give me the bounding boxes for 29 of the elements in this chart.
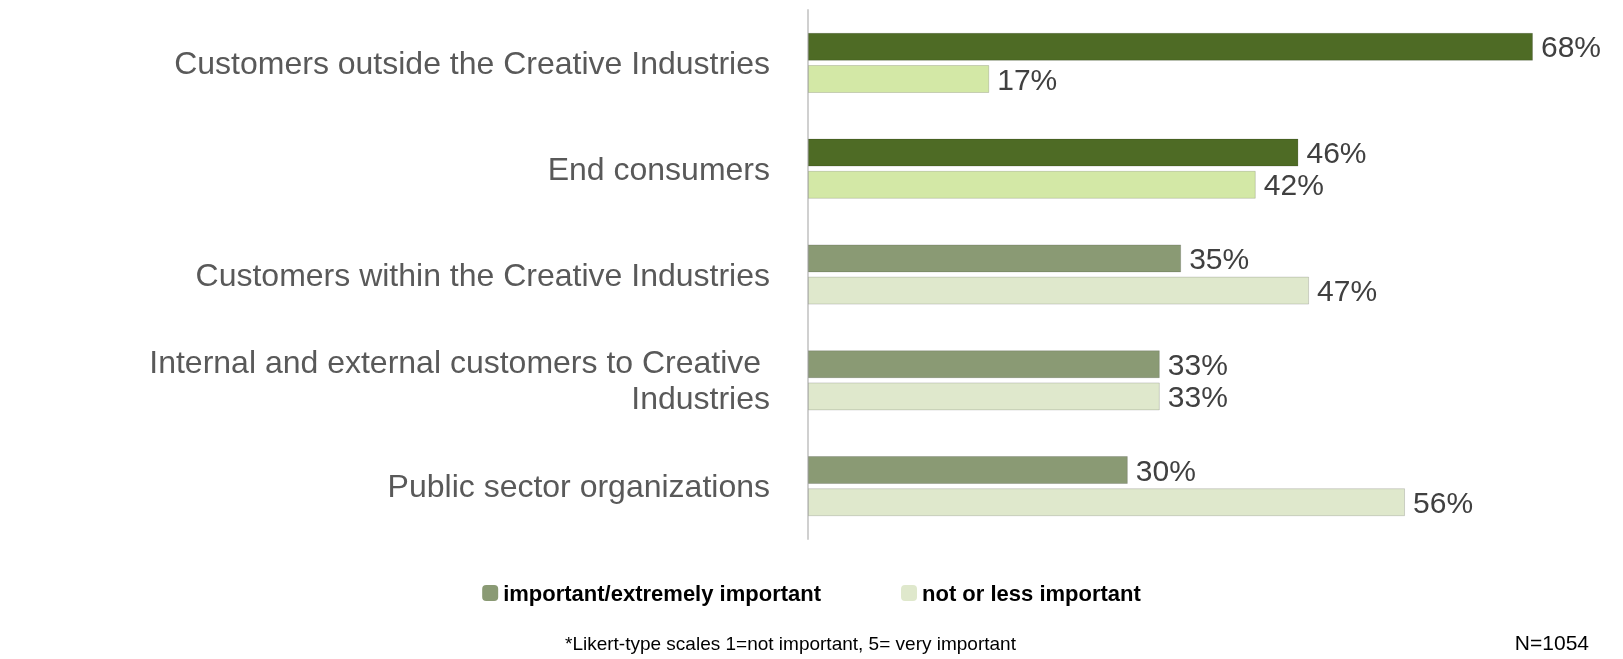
y-tick-label: Customers within the Creative Industries [195, 256, 770, 293]
data-label: 46% [1306, 136, 1367, 170]
bar [808, 32, 1533, 61]
legend-label: not or less important [922, 580, 1142, 606]
legend-label: important/extremely important [503, 580, 822, 606]
y-tick-label: Internal and external customers to Creative Industries [149, 344, 770, 417]
data-label: 47% [1317, 274, 1378, 308]
data-label: 33% [1167, 347, 1228, 381]
bar [808, 244, 1182, 273]
data-label: 56% [1413, 485, 1474, 519]
bar [808, 276, 1310, 305]
bar [808, 65, 990, 93]
text: N=1054 [1514, 631, 1590, 654]
data-label: 42% [1263, 168, 1324, 202]
bar [808, 456, 1128, 484]
y-tick-label: Customers outside the Creative Industries [174, 44, 770, 81]
bar [808, 382, 1160, 411]
bar [808, 170, 1256, 199]
data-label: 35% [1189, 241, 1250, 275]
bar [808, 488, 1406, 517]
data-label: 30% [1135, 453, 1196, 487]
y-tick-label: End consumers [547, 150, 770, 187]
bar [808, 138, 1299, 167]
data-label: 33% [1167, 379, 1228, 413]
data-label: 17% [997, 62, 1058, 96]
text: *Likert-type scales 1=not important, 5= very important [565, 633, 1017, 654]
data-label: 68% [1541, 30, 1602, 64]
bar [808, 350, 1160, 379]
y-tick-label: Public sector organizations [387, 468, 770, 505]
